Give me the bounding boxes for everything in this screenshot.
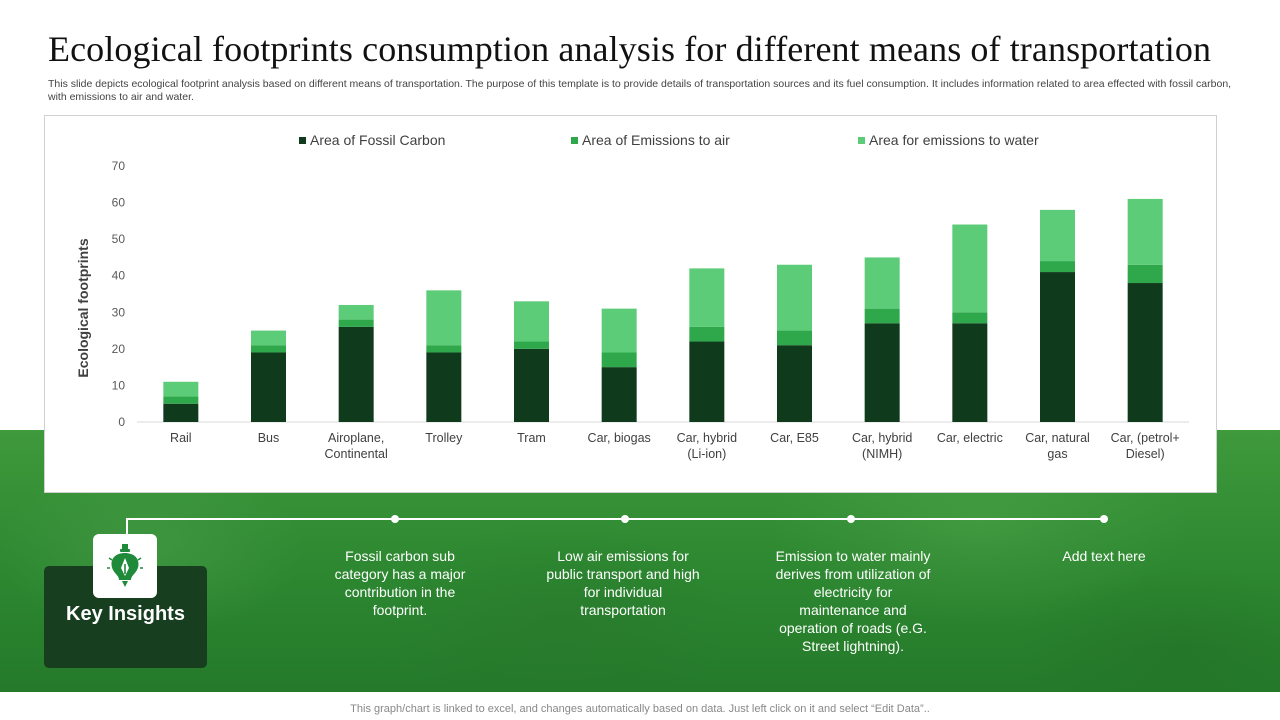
x-tick-label: Car, hybrid (Li-ion) xyxy=(677,431,737,461)
bar-emissions-air xyxy=(426,345,462,353)
bar-fossil-carbon xyxy=(426,352,462,422)
bar-fossil-carbon xyxy=(864,323,900,422)
bar-emissions-water xyxy=(251,330,286,346)
bar-emissions-air xyxy=(1127,264,1163,284)
bar-emissions-water xyxy=(689,268,725,327)
legend-label: Area for emissions to water xyxy=(869,132,1039,148)
legend-swatch xyxy=(858,137,865,144)
x-tick-label: Bus xyxy=(258,431,280,445)
legend-swatch xyxy=(299,137,306,144)
x-tick-label: Trolley xyxy=(425,431,463,445)
key-insights-label: Key Insights xyxy=(66,603,185,625)
y-tick-label: 40 xyxy=(112,269,126,283)
timeline-line xyxy=(126,518,1106,520)
bar-fossil-carbon xyxy=(514,348,549,422)
insight-text-1: Fossil carbon sub category has a major c… xyxy=(334,548,466,618)
x-tick-label: Car, electric xyxy=(937,431,1003,445)
y-tick-label: 30 xyxy=(112,305,126,319)
y-tick-label: 10 xyxy=(112,378,126,392)
bar-emissions-water xyxy=(426,290,462,346)
bar-emissions-air xyxy=(251,345,286,353)
bar-fossil-carbon xyxy=(1040,272,1075,422)
timeline-dot xyxy=(847,515,855,523)
bar-fossil-carbon xyxy=(163,403,199,422)
y-tick-label: 20 xyxy=(112,342,126,356)
bar-emissions-air xyxy=(338,319,374,327)
chart-card: 0 10 20 30 40 50 60 70 Ecological footprints Rail… xyxy=(44,115,1217,493)
bar-emissions-water xyxy=(777,264,812,331)
bar-fossil-carbon xyxy=(777,345,812,422)
legend-label: Area of Emissions to air xyxy=(582,132,730,148)
bar-emissions-air xyxy=(1040,261,1075,273)
x-tick-label: Car, natural gas xyxy=(1025,431,1090,461)
bar-emissions-water xyxy=(952,224,988,313)
y-tick-label: 50 xyxy=(112,232,126,246)
bar-emissions-air xyxy=(689,326,725,342)
y-axis-label: Ecological footprints xyxy=(75,238,91,377)
bar-emissions-air xyxy=(777,330,812,346)
page-title: Ecological footprints consumption analys… xyxy=(48,29,1212,69)
y-tick-label: 0 xyxy=(118,415,125,429)
x-tick-label: Car, E85 xyxy=(770,431,819,445)
bar-emissions-air xyxy=(864,308,900,324)
legend-swatch xyxy=(571,137,578,144)
bar-emissions-air xyxy=(163,396,199,404)
bar-emissions-water xyxy=(1040,209,1075,262)
x-tick-label: Rail xyxy=(170,431,192,445)
y-tick-label: 70 xyxy=(112,159,126,173)
x-tick-label: Car, hybrid (NIMH) xyxy=(852,431,912,461)
bar-emissions-water xyxy=(864,257,900,309)
bar-fossil-carbon xyxy=(601,367,637,422)
insight-text-3: Emission to water mainly derives from ut… xyxy=(775,548,931,654)
bar-fossil-carbon xyxy=(338,326,374,422)
bar-emissions-water xyxy=(163,381,199,397)
x-tick-label: Car, (petrol+ Diesel) xyxy=(1111,431,1180,461)
lightbulb-pen-icon xyxy=(107,544,143,587)
y-tick-label: 60 xyxy=(112,196,126,210)
stacked-bar-chart: 0 10 20 30 40 50 60 70 Ecological footprints Rail… xyxy=(75,132,1189,461)
bar-emissions-water xyxy=(1127,198,1163,265)
x-tick-label: Airoplane, Continental xyxy=(325,431,388,461)
x-tick-label: Car, biogas xyxy=(588,431,651,445)
bar-fossil-carbon xyxy=(1127,283,1163,422)
timeline-connector xyxy=(126,518,128,536)
legend-label: Area of Fossil Carbon xyxy=(310,132,445,148)
insight-text-4: Add text here xyxy=(1062,548,1146,564)
bar-emissions-water xyxy=(514,301,549,342)
x-tick-label: Tram xyxy=(517,431,546,445)
key-insights-icon-box xyxy=(93,534,157,598)
bar-fossil-carbon xyxy=(952,323,988,422)
timeline-dot xyxy=(621,515,629,523)
bar-emissions-air xyxy=(601,352,637,368)
bar-fossil-carbon xyxy=(251,352,286,422)
bar-fossil-carbon xyxy=(689,341,725,422)
timeline-dot xyxy=(1100,515,1108,523)
footer-note: This graph/chart is linked to excel, and… xyxy=(350,703,930,715)
bar-emissions-air xyxy=(514,341,549,349)
page-subtitle: This slide depicts ecological footprint … xyxy=(48,78,1232,103)
bar-emissions-air xyxy=(952,312,988,324)
insight-text-2: Low air emissions for public transport a… xyxy=(546,548,700,618)
bar-emissions-water xyxy=(601,308,637,353)
timeline-dot xyxy=(391,515,399,523)
bar-emissions-water xyxy=(338,304,374,320)
